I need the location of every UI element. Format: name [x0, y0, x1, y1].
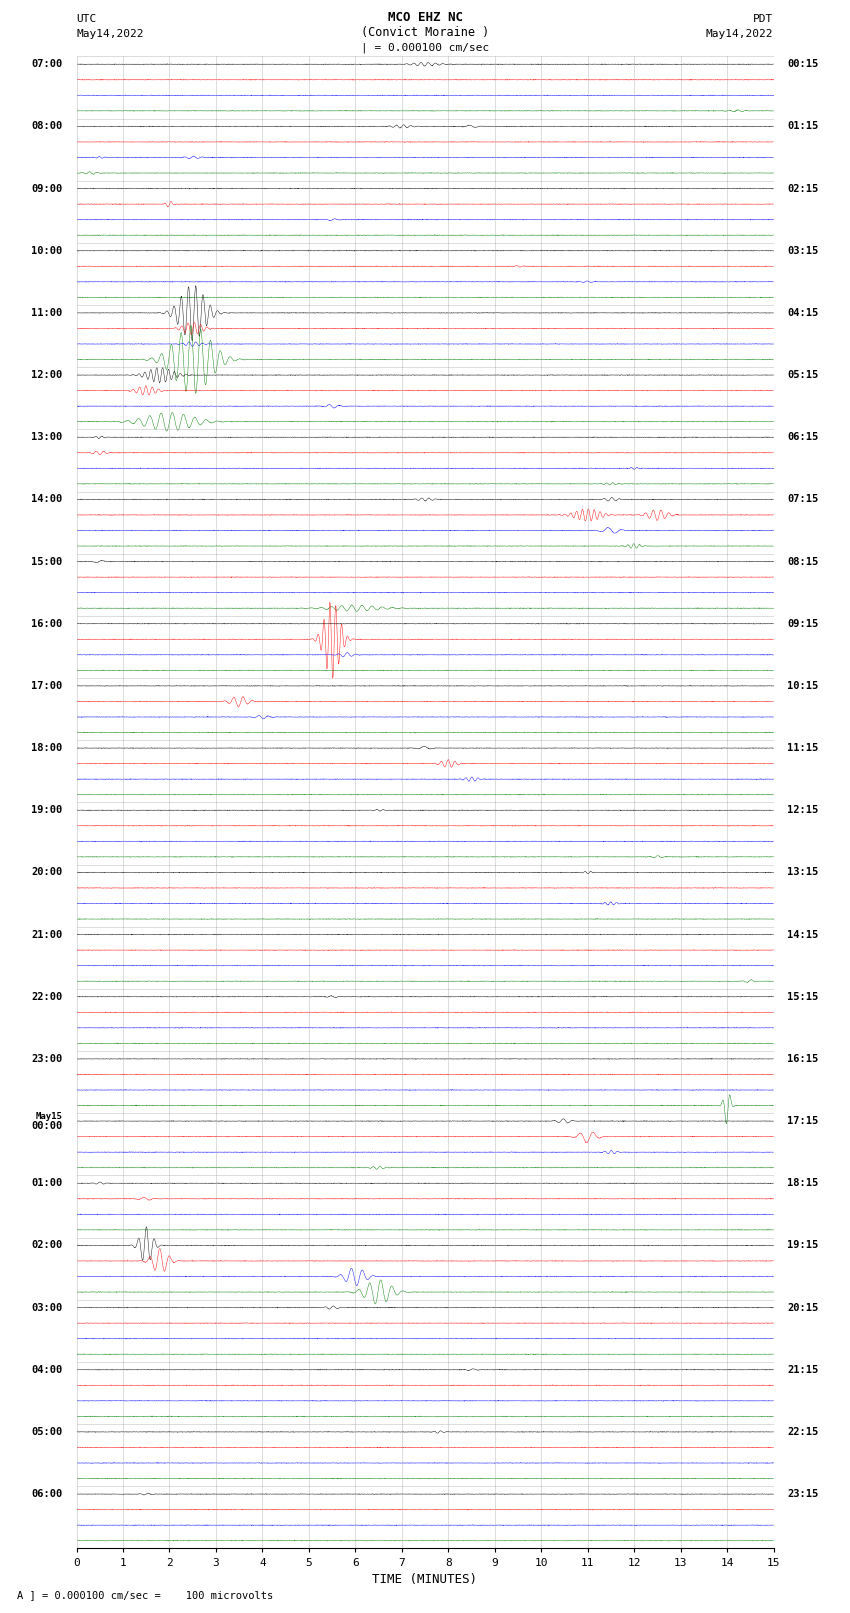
Text: 16:15: 16:15: [787, 1053, 819, 1065]
Text: 06:15: 06:15: [787, 432, 819, 442]
Text: 18:00: 18:00: [31, 744, 63, 753]
Text: 00:00: 00:00: [31, 1121, 63, 1131]
Text: 18:15: 18:15: [787, 1177, 819, 1189]
Text: 19:00: 19:00: [31, 805, 63, 815]
Text: 02:00: 02:00: [31, 1240, 63, 1250]
Text: May14,2022: May14,2022: [706, 29, 774, 39]
Text: 20:15: 20:15: [787, 1303, 819, 1313]
Text: 22:00: 22:00: [31, 992, 63, 1002]
Text: 11:15: 11:15: [787, 744, 819, 753]
Text: 04:00: 04:00: [31, 1365, 63, 1374]
Text: PDT: PDT: [753, 13, 774, 24]
Text: (Convict Moraine ): (Convict Moraine ): [361, 26, 489, 39]
Text: UTC: UTC: [76, 13, 97, 24]
Text: 06:00: 06:00: [31, 1489, 63, 1498]
Text: 02:15: 02:15: [787, 184, 819, 194]
Text: 10:00: 10:00: [31, 245, 63, 256]
Text: 05:15: 05:15: [787, 369, 819, 381]
Text: 20:00: 20:00: [31, 868, 63, 877]
Text: 17:15: 17:15: [787, 1116, 819, 1126]
Text: A ] = 0.000100 cm/sec =    100 microvolts: A ] = 0.000100 cm/sec = 100 microvolts: [17, 1590, 273, 1600]
Text: 23:15: 23:15: [787, 1489, 819, 1498]
Text: 08:00: 08:00: [31, 121, 63, 131]
Text: 08:15: 08:15: [787, 556, 819, 566]
Text: 01:00: 01:00: [31, 1177, 63, 1189]
Text: 04:15: 04:15: [787, 308, 819, 318]
Text: 01:15: 01:15: [787, 121, 819, 131]
Text: 17:00: 17:00: [31, 681, 63, 690]
Text: 21:15: 21:15: [787, 1365, 819, 1374]
Text: 23:00: 23:00: [31, 1053, 63, 1065]
Text: 03:15: 03:15: [787, 245, 819, 256]
Text: 15:15: 15:15: [787, 992, 819, 1002]
Text: MCO EHZ NC: MCO EHZ NC: [388, 11, 462, 24]
Text: 22:15: 22:15: [787, 1428, 819, 1437]
Text: 00:15: 00:15: [787, 60, 819, 69]
Text: 12:00: 12:00: [31, 369, 63, 381]
Text: 11:00: 11:00: [31, 308, 63, 318]
Text: 13:15: 13:15: [787, 868, 819, 877]
Text: 07:15: 07:15: [787, 495, 819, 505]
Text: May15: May15: [36, 1111, 63, 1121]
Text: 07:00: 07:00: [31, 60, 63, 69]
Text: 03:00: 03:00: [31, 1303, 63, 1313]
Text: 21:00: 21:00: [31, 929, 63, 940]
Text: May14,2022: May14,2022: [76, 29, 144, 39]
X-axis label: TIME (MINUTES): TIME (MINUTES): [372, 1573, 478, 1586]
Text: 15:00: 15:00: [31, 556, 63, 566]
Text: 09:00: 09:00: [31, 184, 63, 194]
Text: 19:15: 19:15: [787, 1240, 819, 1250]
Text: 14:00: 14:00: [31, 495, 63, 505]
Text: 10:15: 10:15: [787, 681, 819, 690]
Text: 16:00: 16:00: [31, 619, 63, 629]
Text: 05:00: 05:00: [31, 1428, 63, 1437]
Text: 09:15: 09:15: [787, 619, 819, 629]
Text: 12:15: 12:15: [787, 805, 819, 815]
Text: | = 0.000100 cm/sec: | = 0.000100 cm/sec: [361, 44, 489, 53]
Text: 14:15: 14:15: [787, 929, 819, 940]
Text: 13:00: 13:00: [31, 432, 63, 442]
